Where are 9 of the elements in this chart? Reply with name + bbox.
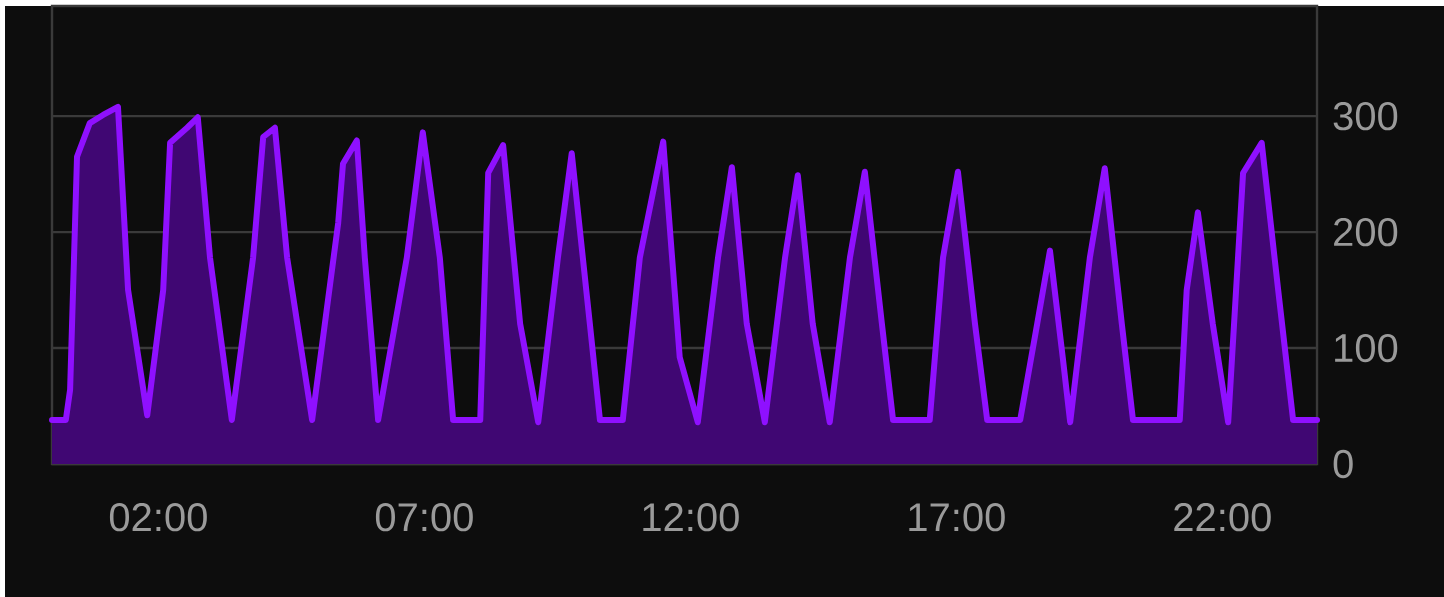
x-tick-label: 22:00 xyxy=(1174,503,1271,532)
x-tick-label: 17:00 xyxy=(909,503,1005,532)
y-tick-label: 0 xyxy=(1333,449,1353,479)
x-tick-label: 12:00 xyxy=(643,503,739,532)
x-tick-label: 02:00 xyxy=(109,503,207,532)
y-tick-label: 100 xyxy=(1335,333,1398,363)
y-tick-label: 200 xyxy=(1334,217,1398,247)
x-tick-label: 07:00 xyxy=(375,503,473,532)
y-tick-label: 300 xyxy=(1333,101,1398,131)
